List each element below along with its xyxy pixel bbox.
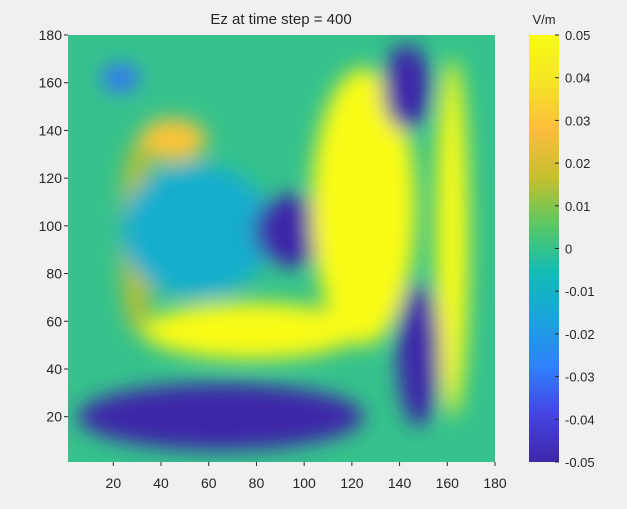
y-tick-label: 80: [46, 266, 62, 282]
x-tick-label: 40: [153, 475, 169, 491]
x-tick-label: 80: [249, 475, 265, 491]
colorbar-tick-label: -0.04: [565, 412, 595, 427]
colorbar-tick-label: 0: [565, 242, 572, 257]
heatmap-lower-band-peak: [141, 302, 362, 360]
heatmap-right-middle-trough: [397, 283, 441, 427]
colorbar-label: V/m: [532, 12, 555, 27]
heatmap-center-trough: [254, 194, 331, 267]
x-axis: 20 40 60 80 100 120 140 160 180: [106, 462, 507, 491]
colorbar-tick-label: 0.03: [565, 113, 590, 128]
heatmap-lower-trough: [77, 383, 364, 451]
y-tick-label: 140: [39, 122, 63, 138]
y-tick-label: 160: [39, 75, 63, 91]
x-tick-label: 120: [340, 475, 364, 491]
colorbar-tick-label: -0.01: [565, 284, 595, 299]
heatmap-top-right-trough: [382, 44, 431, 131]
y-tick-label: 40: [46, 361, 62, 377]
colorbar-tick-label: 0.01: [565, 199, 590, 214]
y-tick-label: 60: [46, 313, 62, 329]
x-tick-label: 160: [436, 475, 460, 491]
heatmap-right-peak: [311, 68, 417, 346]
heatmap-upper-left-peak: [139, 118, 207, 162]
heatmap-left-basin-trough: [120, 163, 274, 298]
colorbar-ticks: 0.05 0.04 0.03 0.02 0.01 0 -0.01 -0.02 -0.03 -0.0…: [555, 28, 595, 470]
colorbar-tick-label: 0.04: [565, 71, 590, 86]
x-tick-label: 60: [201, 475, 217, 491]
y-tick-label: 180: [39, 27, 63, 43]
y-tick-label: 20: [46, 409, 62, 425]
colorbar: [529, 35, 559, 462]
x-tick-label: 100: [292, 475, 316, 491]
plot-area: [68, 35, 495, 462]
heatmap-field: [77, 44, 469, 451]
y-axis: 20 40 60 80 100 120 140 160 180: [39, 27, 68, 425]
y-tick-label: 120: [39, 170, 63, 186]
colorbar-tick-label: -0.03: [565, 370, 595, 385]
y-tick-label: 100: [39, 218, 63, 234]
x-tick-label: 20: [106, 475, 122, 491]
x-tick-label: 140: [388, 475, 412, 491]
heatmap-right-edge-peak: [435, 58, 469, 417]
colorbar-tick-label: -0.05: [565, 455, 595, 470]
heatmap-upper-left-trough: [101, 63, 140, 93]
chart-title: Ez at time step = 400: [210, 11, 351, 28]
colorbar-tick-label: 0.02: [565, 156, 590, 171]
colorbar-tick-label: 0.05: [565, 28, 590, 43]
x-tick-label: 180: [483, 475, 507, 491]
colorbar-tick-label: -0.02: [565, 327, 595, 342]
